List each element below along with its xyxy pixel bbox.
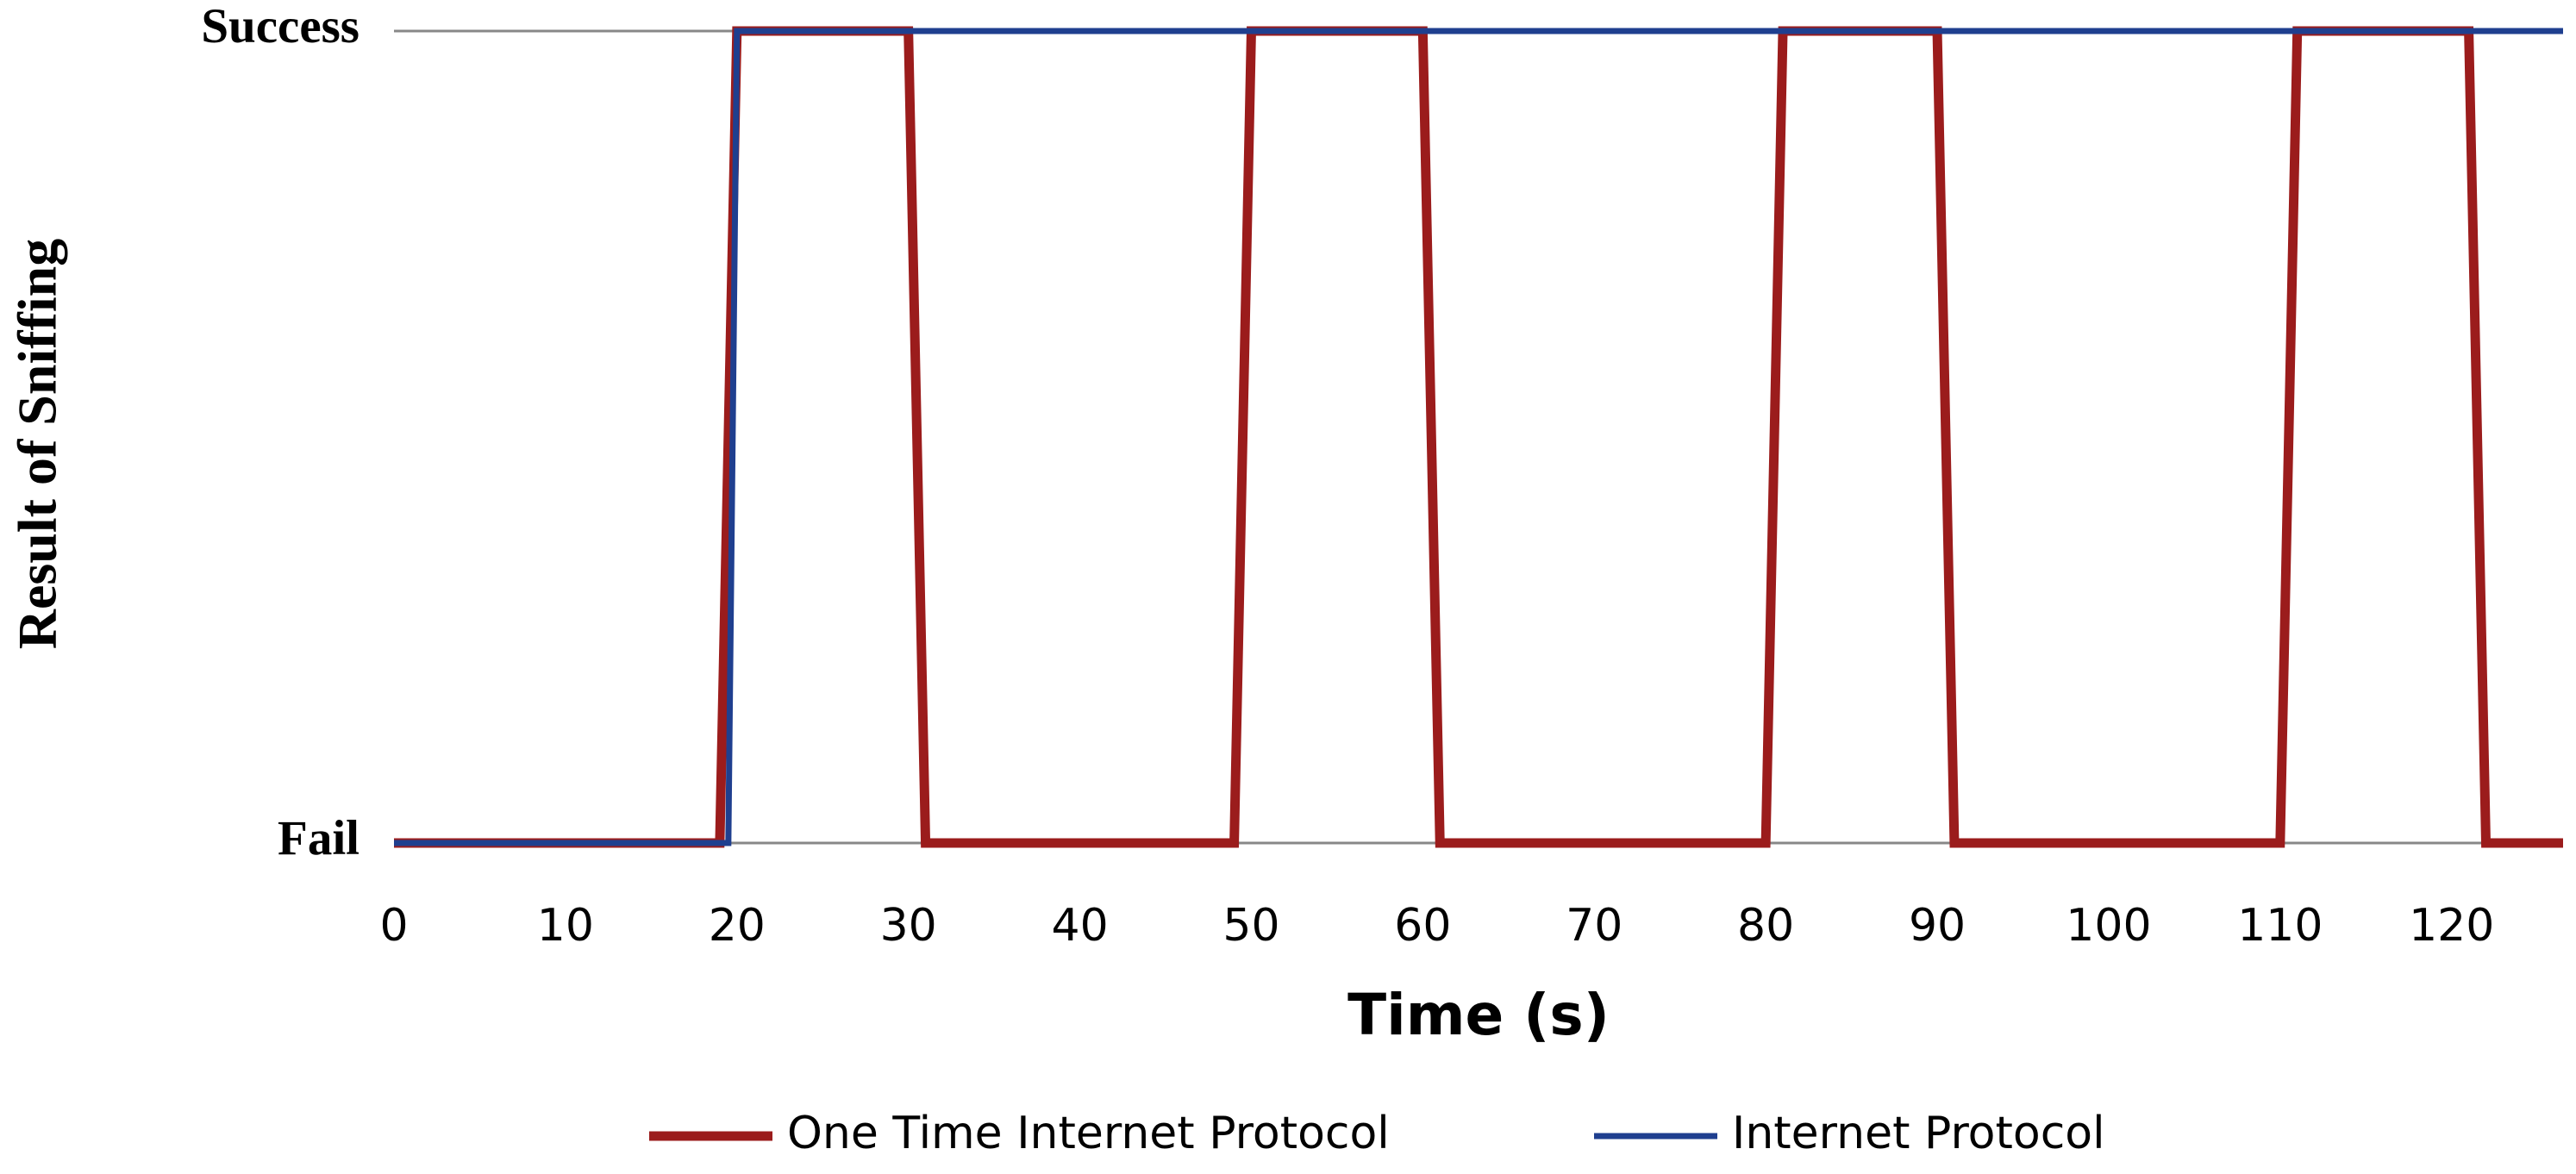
series-line [394,28,2563,846]
x-tick-label: 110 [2237,900,2323,952]
x-tick-label: 20 [709,900,766,952]
legend-label: Internet Protocol [1732,1108,2105,1159]
x-tick-label: 70 [1566,900,1623,952]
x-tick-label: 0 [379,900,408,952]
x-tick-label: 60 [1394,900,1451,952]
x-tick-label: 100 [2066,900,2151,952]
y-axis-title: Result of Sniffing [7,239,68,650]
y-tick-label: Success [201,0,360,53]
x-tick-label: 10 [537,900,594,952]
x-tick-label: 40 [1051,900,1108,952]
x-tick-label: 80 [1737,900,1794,952]
x-axis-title: Time (s) [1347,982,1610,1048]
x-tick-label: 30 [880,900,937,952]
x-tick-label: 120 [2409,900,2494,952]
series-line [394,26,2563,848]
legend-label: One Time Internet Protocol [787,1108,1390,1159]
x-tick-label: 90 [1909,900,1966,952]
y-tick-label: Fail [278,811,360,865]
x-tick-label: 50 [1222,900,1279,952]
